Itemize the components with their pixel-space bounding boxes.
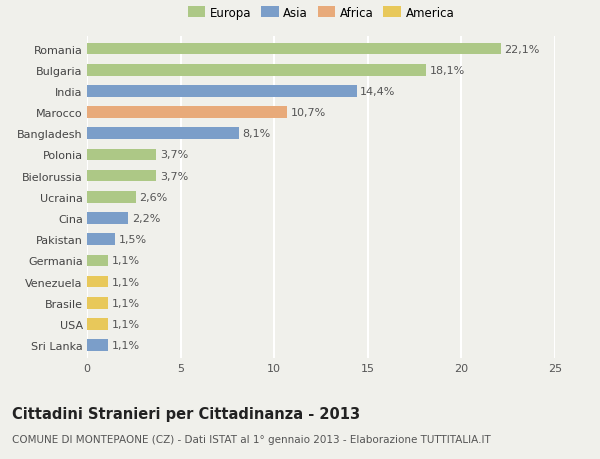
Legend: Europa, Asia, Africa, America: Europa, Asia, Africa, America <box>183 2 459 24</box>
Bar <box>87 191 136 203</box>
Text: 1,1%: 1,1% <box>112 277 139 287</box>
Bar <box>87 86 356 97</box>
Bar <box>87 44 501 55</box>
Bar <box>87 319 107 330</box>
Bar <box>87 65 426 76</box>
Bar <box>87 128 239 140</box>
Bar <box>87 170 156 182</box>
Bar <box>87 107 287 118</box>
Text: COMUNE DI MONTEPAONE (CZ) - Dati ISTAT al 1° gennaio 2013 - Elaborazione TUTTITA: COMUNE DI MONTEPAONE (CZ) - Dati ISTAT a… <box>12 434 491 444</box>
Bar <box>87 340 107 351</box>
Text: 2,2%: 2,2% <box>132 213 160 224</box>
Bar <box>87 255 107 267</box>
Text: 14,4%: 14,4% <box>361 87 395 97</box>
Text: 1,1%: 1,1% <box>112 319 139 329</box>
Bar <box>87 276 107 288</box>
Bar <box>87 297 107 309</box>
Text: 1,1%: 1,1% <box>112 298 139 308</box>
Text: 1,1%: 1,1% <box>112 256 139 266</box>
Bar <box>87 213 128 224</box>
Text: 22,1%: 22,1% <box>505 45 540 55</box>
Text: 1,1%: 1,1% <box>112 340 139 350</box>
Text: 3,7%: 3,7% <box>160 171 188 181</box>
Text: Cittadini Stranieri per Cittadinanza - 2013: Cittadini Stranieri per Cittadinanza - 2… <box>12 406 360 421</box>
Text: 18,1%: 18,1% <box>430 66 465 76</box>
Text: 2,6%: 2,6% <box>139 192 167 202</box>
Text: 8,1%: 8,1% <box>242 129 271 139</box>
Bar <box>87 234 115 246</box>
Text: 1,5%: 1,5% <box>119 235 147 245</box>
Text: 10,7%: 10,7% <box>291 108 326 118</box>
Bar <box>87 149 156 161</box>
Text: 3,7%: 3,7% <box>160 150 188 160</box>
